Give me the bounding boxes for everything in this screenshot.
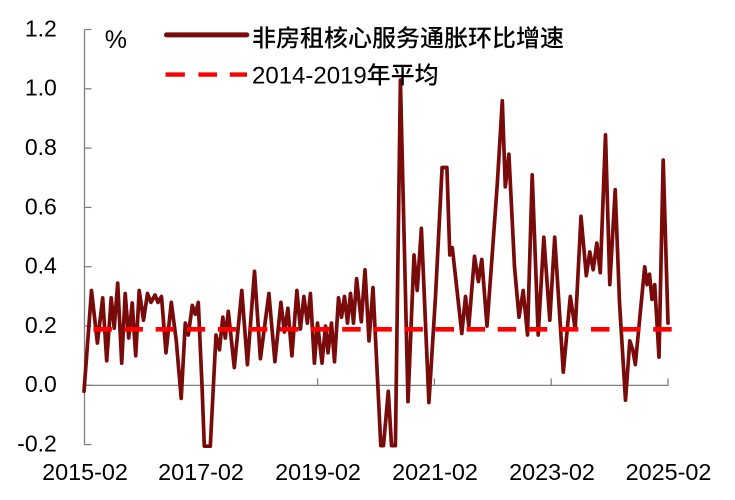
svg-text:0.0: 0.0 <box>25 371 57 397</box>
svg-text:2023-02: 2023-02 <box>509 459 595 485</box>
svg-text:1.2: 1.2 <box>25 15 57 41</box>
svg-text:1.0: 1.0 <box>25 75 57 101</box>
svg-text:2017-02: 2017-02 <box>158 459 244 485</box>
svg-text:0.6: 0.6 <box>25 193 57 219</box>
svg-text:-0.2: -0.2 <box>17 431 57 457</box>
svg-text:2015-02: 2015-02 <box>42 459 128 485</box>
svg-text:0.2: 0.2 <box>25 312 57 338</box>
svg-text:%: % <box>105 26 127 54</box>
svg-text:0.8: 0.8 <box>25 134 57 160</box>
svg-text:2019-02: 2019-02 <box>275 459 361 485</box>
svg-text:2014-2019: 2014-2019 <box>252 63 367 90</box>
svg-text:2025-02: 2025-02 <box>626 459 712 485</box>
svg-text:2021-02: 2021-02 <box>392 459 478 485</box>
svg-text:0.4: 0.4 <box>25 253 57 279</box>
